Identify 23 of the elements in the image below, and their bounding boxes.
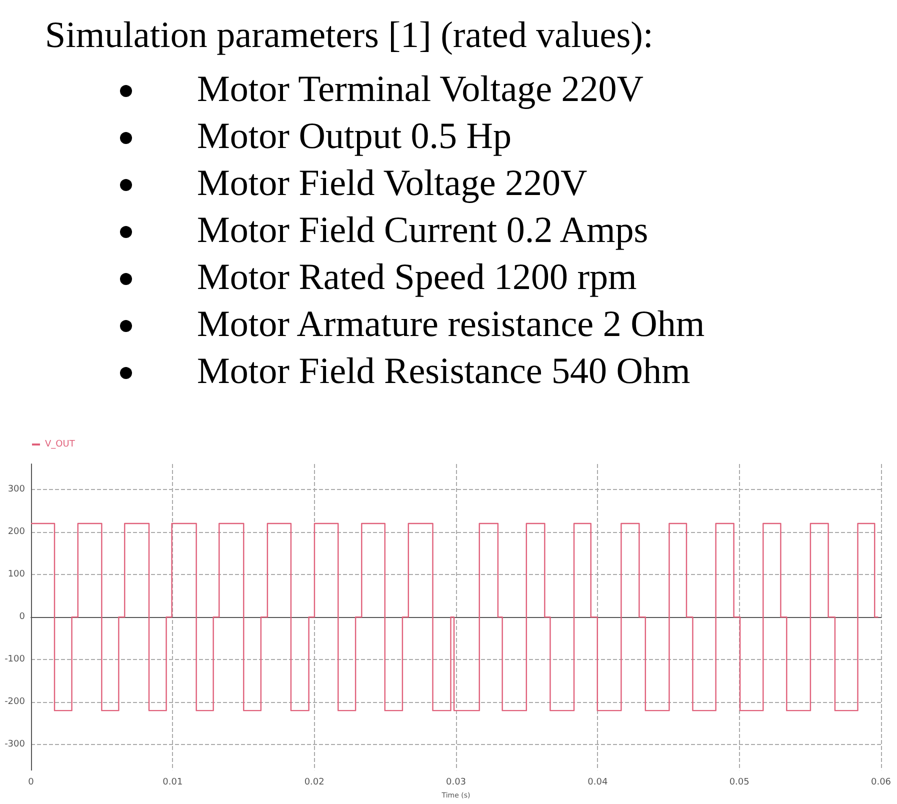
text: Motor Field Voltage 220V xyxy=(196,162,588,206)
y-tick-label: 300 xyxy=(8,484,26,495)
legend-label: V_OUT xyxy=(45,440,76,450)
y-tick-label: 100 xyxy=(8,570,26,580)
chart-title: Simulation parameters [1] (rated values): xyxy=(45,14,654,57)
text: Motor Field Current 0.2 Amps xyxy=(196,209,650,253)
y-tick-label: -200 xyxy=(4,697,26,708)
x-tick-label: 0.01 xyxy=(162,778,183,788)
y-tick-label: 0 xyxy=(19,612,26,622)
x-tick-label: 0.06 xyxy=(870,778,892,788)
text: Motor Rated Speed 1200 rpm xyxy=(196,256,638,300)
x-tick-label: 0.02 xyxy=(304,778,324,788)
y-tick-label: -300 xyxy=(4,740,26,750)
x-tick-label: 0.05 xyxy=(729,778,750,788)
text: Motor Output 0.5 Hp xyxy=(196,115,512,159)
y-tick-label: -100 xyxy=(4,654,26,665)
x-tick-label: 0.04 xyxy=(588,778,608,788)
text: Motor Armature resistance 2 Ohm xyxy=(196,303,705,347)
x-tick-label: 0 xyxy=(28,778,34,788)
x-tick-label: 0.03 xyxy=(446,778,466,788)
text: Motor Terminal Voltage 220V xyxy=(196,68,645,112)
y-tick-label: 200 xyxy=(8,527,26,538)
text: Motor Field Resistance 540 Ohm xyxy=(196,350,692,394)
